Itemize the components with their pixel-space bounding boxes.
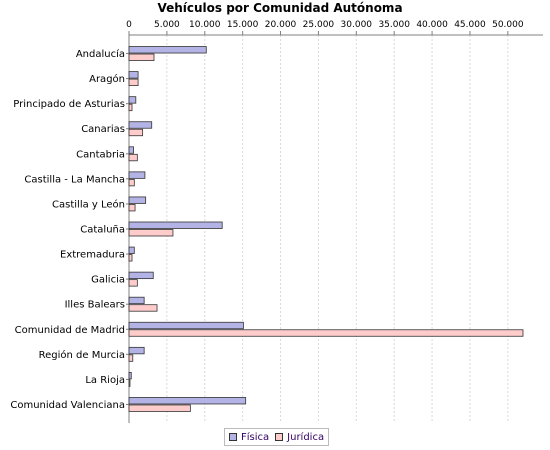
bar-fisica — [128, 371, 132, 380]
category-label: Aragón — [89, 73, 125, 85]
bar-fisica — [128, 397, 247, 405]
x-tick-label: 50.000 — [492, 20, 524, 30]
x-tick-label: 30.000 — [341, 20, 373, 30]
category-label: Región de Murcia — [39, 349, 125, 361]
category-label: Castilla - La Mancha — [24, 174, 125, 185]
bar-fisica — [128, 46, 207, 54]
category-label: Cataluña — [80, 225, 125, 236]
chart-title: Vehículos por Comunidad Autónoma — [157, 1, 402, 15]
bar-fisica — [128, 346, 145, 355]
bars — [128, 46, 524, 412]
bar-juridica — [128, 78, 139, 86]
category-label: Galicia — [91, 275, 125, 286]
grid-lines — [166, 35, 509, 423]
x-tick-label: 5.000 — [154, 20, 180, 30]
bar-juridica — [128, 128, 144, 137]
legend-item-fisica: Física — [229, 432, 269, 443]
bar-fisica — [128, 296, 145, 305]
category-label: Canarias — [81, 124, 125, 135]
legend-swatch-fisica — [229, 433, 237, 441]
category-label: Castilla y León — [52, 198, 125, 210]
bar-fisica — [128, 96, 137, 104]
category-label: Illes Balears — [65, 300, 125, 311]
legend-label-juridica: Jurídica — [287, 431, 325, 443]
x-tick-label: 10.000 — [189, 20, 221, 30]
bar-juridica — [128, 279, 138, 287]
bar-fisica — [128, 171, 146, 179]
bar-juridica — [128, 254, 133, 262]
bar-juridica — [128, 178, 135, 187]
x-tick-label: 20.000 — [265, 20, 297, 30]
bar-juridica — [128, 204, 136, 212]
bar-fisica — [128, 71, 139, 79]
bar-juridica — [128, 103, 133, 112]
x-tick-label: 15.000 — [227, 20, 259, 30]
legend: Física Jurídica — [224, 428, 330, 446]
category-label: Comunidad de Madrid — [15, 325, 125, 336]
x-tick-label: 35.000 — [378, 20, 410, 30]
category-label: Principado de Asturias — [13, 99, 125, 110]
bar-juridica — [128, 229, 174, 237]
bar-fisica — [128, 121, 153, 129]
bar-fisica — [128, 271, 154, 280]
labels: 0 5.000 10.000 15.000 20.000 25.000 30.000 35.0… — [10, 20, 524, 411]
bar-juridica — [128, 53, 155, 61]
category-label: Cantabria — [76, 149, 125, 160]
bar-fisica — [128, 246, 135, 254]
x-tick-label: 45.000 — [454, 20, 486, 30]
category-label: Comunidad Valenciana — [10, 400, 125, 411]
x-tick-label: 25.000 — [303, 20, 335, 30]
bar-juridica — [128, 153, 138, 162]
legend-item-juridica: Jurídica — [275, 432, 324, 443]
category-label: Andalucía — [76, 48, 125, 60]
bar-juridica — [128, 404, 191, 412]
bar-fisica — [128, 196, 147, 204]
legend-swatch-juridica — [275, 433, 284, 441]
bar-juridica — [128, 329, 524, 337]
x-tick-label: 0 — [126, 20, 132, 30]
bar-fisica — [128, 146, 134, 154]
bar-juridica — [128, 379, 131, 387]
bar-fisica — [128, 321, 244, 330]
x-tick-label: 40.000 — [416, 20, 448, 30]
category-label: Extremadura — [60, 250, 125, 261]
legend-label-fisica: Física — [241, 431, 270, 443]
bar-fisica — [128, 221, 223, 229]
bar-juridica — [128, 304, 158, 312]
bar-juridica — [128, 354, 134, 362]
category-label: La Rioja — [85, 375, 125, 386]
